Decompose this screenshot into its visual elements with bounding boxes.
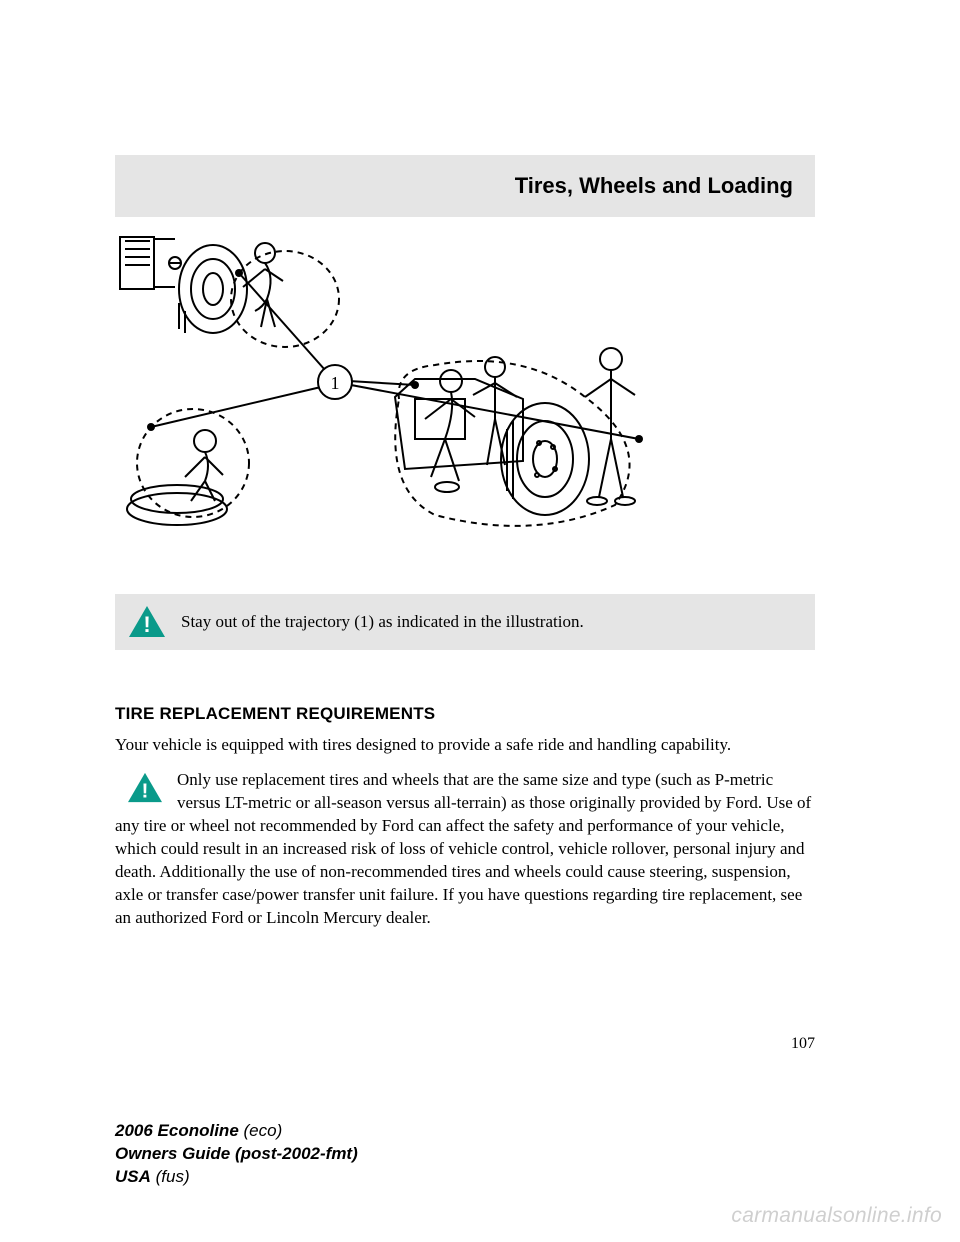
footer-line-1: 2006 Econoline (eco) bbox=[115, 1120, 358, 1143]
page-number: 107 bbox=[791, 1035, 815, 1053]
footer-region-code: (fus) bbox=[151, 1167, 190, 1186]
callout-number: 1 bbox=[331, 373, 340, 393]
warning-icon: ! bbox=[125, 771, 165, 805]
footer: 2006 Econoline (eco) Owners Guide (post-… bbox=[115, 1120, 358, 1189]
section-paragraph: Your vehicle is equipped with tires desi… bbox=[115, 734, 815, 757]
watermark: carmanualsonline.info bbox=[731, 1204, 942, 1228]
chapter-title: Tires, Wheels and Loading bbox=[515, 173, 793, 198]
content-area: Tires, Wheels and Loading bbox=[115, 155, 815, 930]
footer-region: USA bbox=[115, 1167, 151, 1186]
trajectory-illustration: 1 bbox=[115, 229, 675, 569]
manual-page: Tires, Wheels and Loading bbox=[0, 0, 960, 1242]
warning-text: Stay out of the trajectory (1) as indica… bbox=[181, 612, 584, 632]
warning-box-trajectory: ! Stay out of the trajectory (1) as indi… bbox=[115, 594, 815, 650]
warning-bang: ! bbox=[142, 779, 149, 802]
footer-line-3: USA (fus) bbox=[115, 1166, 358, 1189]
footer-model-code: (eco) bbox=[239, 1121, 282, 1140]
warning-icon: ! bbox=[127, 604, 167, 640]
footer-model: 2006 Econoline bbox=[115, 1121, 239, 1140]
warning-text: Only use replacement tires and wheels th… bbox=[115, 770, 811, 927]
section-heading: TIRE REPLACEMENT REQUIREMENTS bbox=[115, 704, 815, 724]
warning-box-replacement: ! Only use replacement tires and wheels … bbox=[115, 769, 815, 930]
footer-line-2: Owners Guide (post-2002-fmt) bbox=[115, 1143, 358, 1166]
footer-guide: Owners Guide (post-2002-fmt) bbox=[115, 1144, 358, 1163]
warning-bang: ! bbox=[143, 612, 150, 637]
chapter-header: Tires, Wheels and Loading bbox=[115, 155, 815, 217]
